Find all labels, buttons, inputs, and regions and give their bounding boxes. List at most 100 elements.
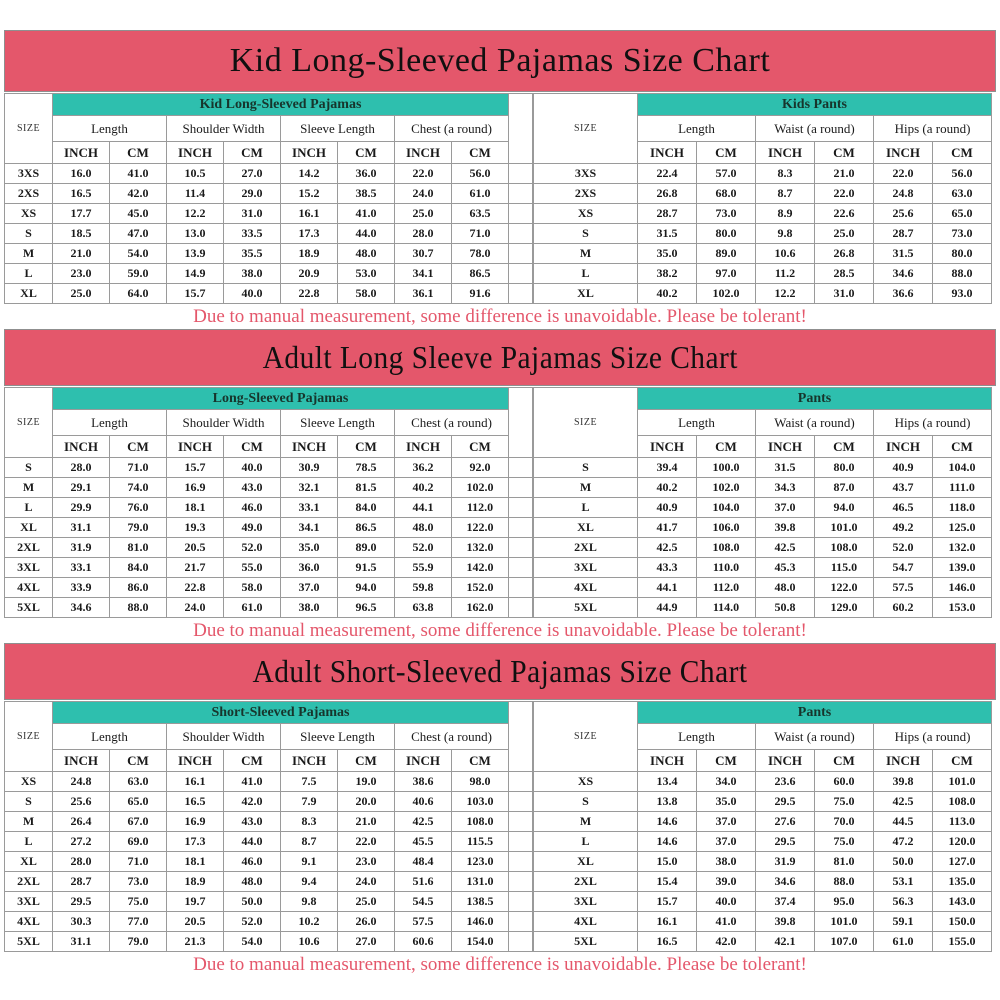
value-cell: 39.8 xyxy=(755,517,815,538)
value-cell: 49.2 xyxy=(873,517,933,538)
value-cell: 71.0 xyxy=(109,457,167,478)
size-cell: L xyxy=(533,263,638,284)
value-cell: 11.4 xyxy=(166,183,224,204)
value-cell: 22.4 xyxy=(637,163,697,184)
size-cell: S xyxy=(533,457,638,478)
value-cell: 52.0 xyxy=(223,911,281,932)
value-cell: 80.0 xyxy=(932,243,992,264)
table-row: XS 24.8 63.0 16.1 41.0 7.5 19.0 38.6 98.0 xyxy=(4,771,533,792)
value-cell: 16.1 xyxy=(637,911,697,932)
value-cell: 155.0 xyxy=(932,931,992,952)
table-row: 3XS 16.0 41.0 10.5 27.0 14.2 36.0 22.0 56.0 xyxy=(4,163,533,184)
section-tables: SIZE Kid Long-Sleeved Pajamas Length Should… xyxy=(4,93,996,304)
left-table-slot: SIZE Short-Sleeved Pajamas Length Shoulder … xyxy=(4,701,533,952)
empty-cell xyxy=(508,477,533,498)
value-cell: 15.4 xyxy=(637,871,697,892)
value-cell: 129.0 xyxy=(814,597,874,618)
value-cell: 28.5 xyxy=(814,263,874,284)
size-cell: XS xyxy=(533,203,638,224)
value-cell: 21.3 xyxy=(166,931,224,952)
value-cell: 42.0 xyxy=(223,791,281,812)
value-cell: 118.0 xyxy=(932,497,992,518)
value-cell: 127.0 xyxy=(932,851,992,872)
value-cell: 8.9 xyxy=(755,203,815,224)
value-cell: 9.4 xyxy=(280,871,338,892)
value-cell: 64.0 xyxy=(109,283,167,304)
value-cell: 60.6 xyxy=(394,931,452,952)
unit-header-cm: CM xyxy=(109,435,167,458)
table-row: XL 25.0 64.0 15.7 40.0 22.8 58.0 36.1 91.6 xyxy=(4,283,533,304)
table-row: 4XL 16.1 41.0 39.8 101.0 59.1 150.0 xyxy=(533,911,992,932)
value-cell: 113.0 xyxy=(932,811,992,832)
size-cell: 3XL xyxy=(4,891,53,912)
empty-cell xyxy=(508,791,533,812)
value-cell: 103.0 xyxy=(451,791,509,812)
size-cell: XS xyxy=(4,203,53,224)
column-group-header: Length xyxy=(637,723,756,750)
value-cell: 102.0 xyxy=(696,477,756,498)
value-cell: 42.5 xyxy=(637,537,697,558)
adult-long-sleeve-pants-table: SIZE Pants Length Waist (a round) Hips (a ro… xyxy=(533,387,992,618)
unit-header-inch: INCH xyxy=(755,749,815,772)
unit-header-inch: INCH xyxy=(637,141,697,164)
value-cell: 18.9 xyxy=(280,243,338,264)
size-cell: XL xyxy=(533,851,638,872)
value-cell: 42.5 xyxy=(755,537,815,558)
value-cell: 55.9 xyxy=(394,557,452,578)
value-cell: 84.0 xyxy=(109,557,167,578)
value-cell: 20.5 xyxy=(166,537,224,558)
table-row: 3XL 43.3 110.0 45.3 115.0 54.7 139.0 xyxy=(533,557,992,578)
value-cell: 39.8 xyxy=(873,771,933,792)
value-cell: 15.2 xyxy=(280,183,338,204)
value-cell: 29.0 xyxy=(223,183,281,204)
value-cell: 33.1 xyxy=(280,497,338,518)
value-cell: 40.2 xyxy=(637,477,697,498)
size-cell: 2XL xyxy=(533,537,638,558)
value-cell: 139.0 xyxy=(932,557,992,578)
value-cell: 25.6 xyxy=(873,203,933,224)
table-row: M 21.0 54.0 13.9 35.5 18.9 48.0 30.7 78.0 xyxy=(4,243,533,264)
value-cell: 78.0 xyxy=(451,243,509,264)
value-cell: 34.1 xyxy=(394,263,452,284)
size-cell: 5XL xyxy=(4,931,53,952)
value-cell: 52.0 xyxy=(394,537,452,558)
value-cell: 40.6 xyxy=(394,791,452,812)
column-group-header: Shoulder Width xyxy=(166,723,281,750)
section-banner: Adult Short-Sleeved Pajamas Size Chart xyxy=(4,643,996,700)
column-group-header: Length xyxy=(52,723,167,750)
unit-header-cm: CM xyxy=(109,141,167,164)
size-cell: XL xyxy=(533,283,638,304)
table-row: 4XL 44.1 112.0 48.0 122.0 57.5 146.0 xyxy=(533,577,992,598)
unit-header-cm: CM xyxy=(451,749,509,772)
value-cell: 36.0 xyxy=(280,557,338,578)
value-cell: 29.5 xyxy=(755,791,815,812)
value-cell: 112.0 xyxy=(451,497,509,518)
value-cell: 40.0 xyxy=(696,891,756,912)
value-cell: 57.5 xyxy=(394,911,452,932)
table-row: 5XL 34.6 88.0 24.0 61.0 38.0 96.5 63.8 162.0 xyxy=(4,597,533,618)
value-cell: 38.0 xyxy=(223,263,281,284)
table-row: 2XL 31.9 81.0 20.5 52.0 35.0 89.0 52.0 132.0 xyxy=(4,537,533,558)
value-cell: 46.0 xyxy=(223,497,281,518)
value-cell: 123.0 xyxy=(451,851,509,872)
value-cell: 86.5 xyxy=(451,263,509,284)
value-cell: 24.0 xyxy=(394,183,452,204)
value-cell: 31.5 xyxy=(755,457,815,478)
empty-cell xyxy=(508,517,533,538)
value-cell: 16.1 xyxy=(280,203,338,224)
unit-header-inch: INCH xyxy=(166,749,224,772)
column-group-header: Chest (a round) xyxy=(394,723,509,750)
value-cell: 74.0 xyxy=(109,477,167,498)
empty-cell xyxy=(508,263,533,284)
empty-cell xyxy=(508,283,533,304)
value-cell: 22.0 xyxy=(873,163,933,184)
size-cell: 3XS xyxy=(533,163,638,184)
size-cell: S xyxy=(533,223,638,244)
value-cell: 114.0 xyxy=(696,597,756,618)
value-cell: 50.8 xyxy=(755,597,815,618)
unit-header-inch: INCH xyxy=(873,435,933,458)
value-cell: 30.3 xyxy=(52,911,110,932)
table-header: Pants xyxy=(637,701,992,724)
column-group-header: Hips (a round) xyxy=(873,409,992,436)
value-cell: 115.5 xyxy=(451,831,509,852)
